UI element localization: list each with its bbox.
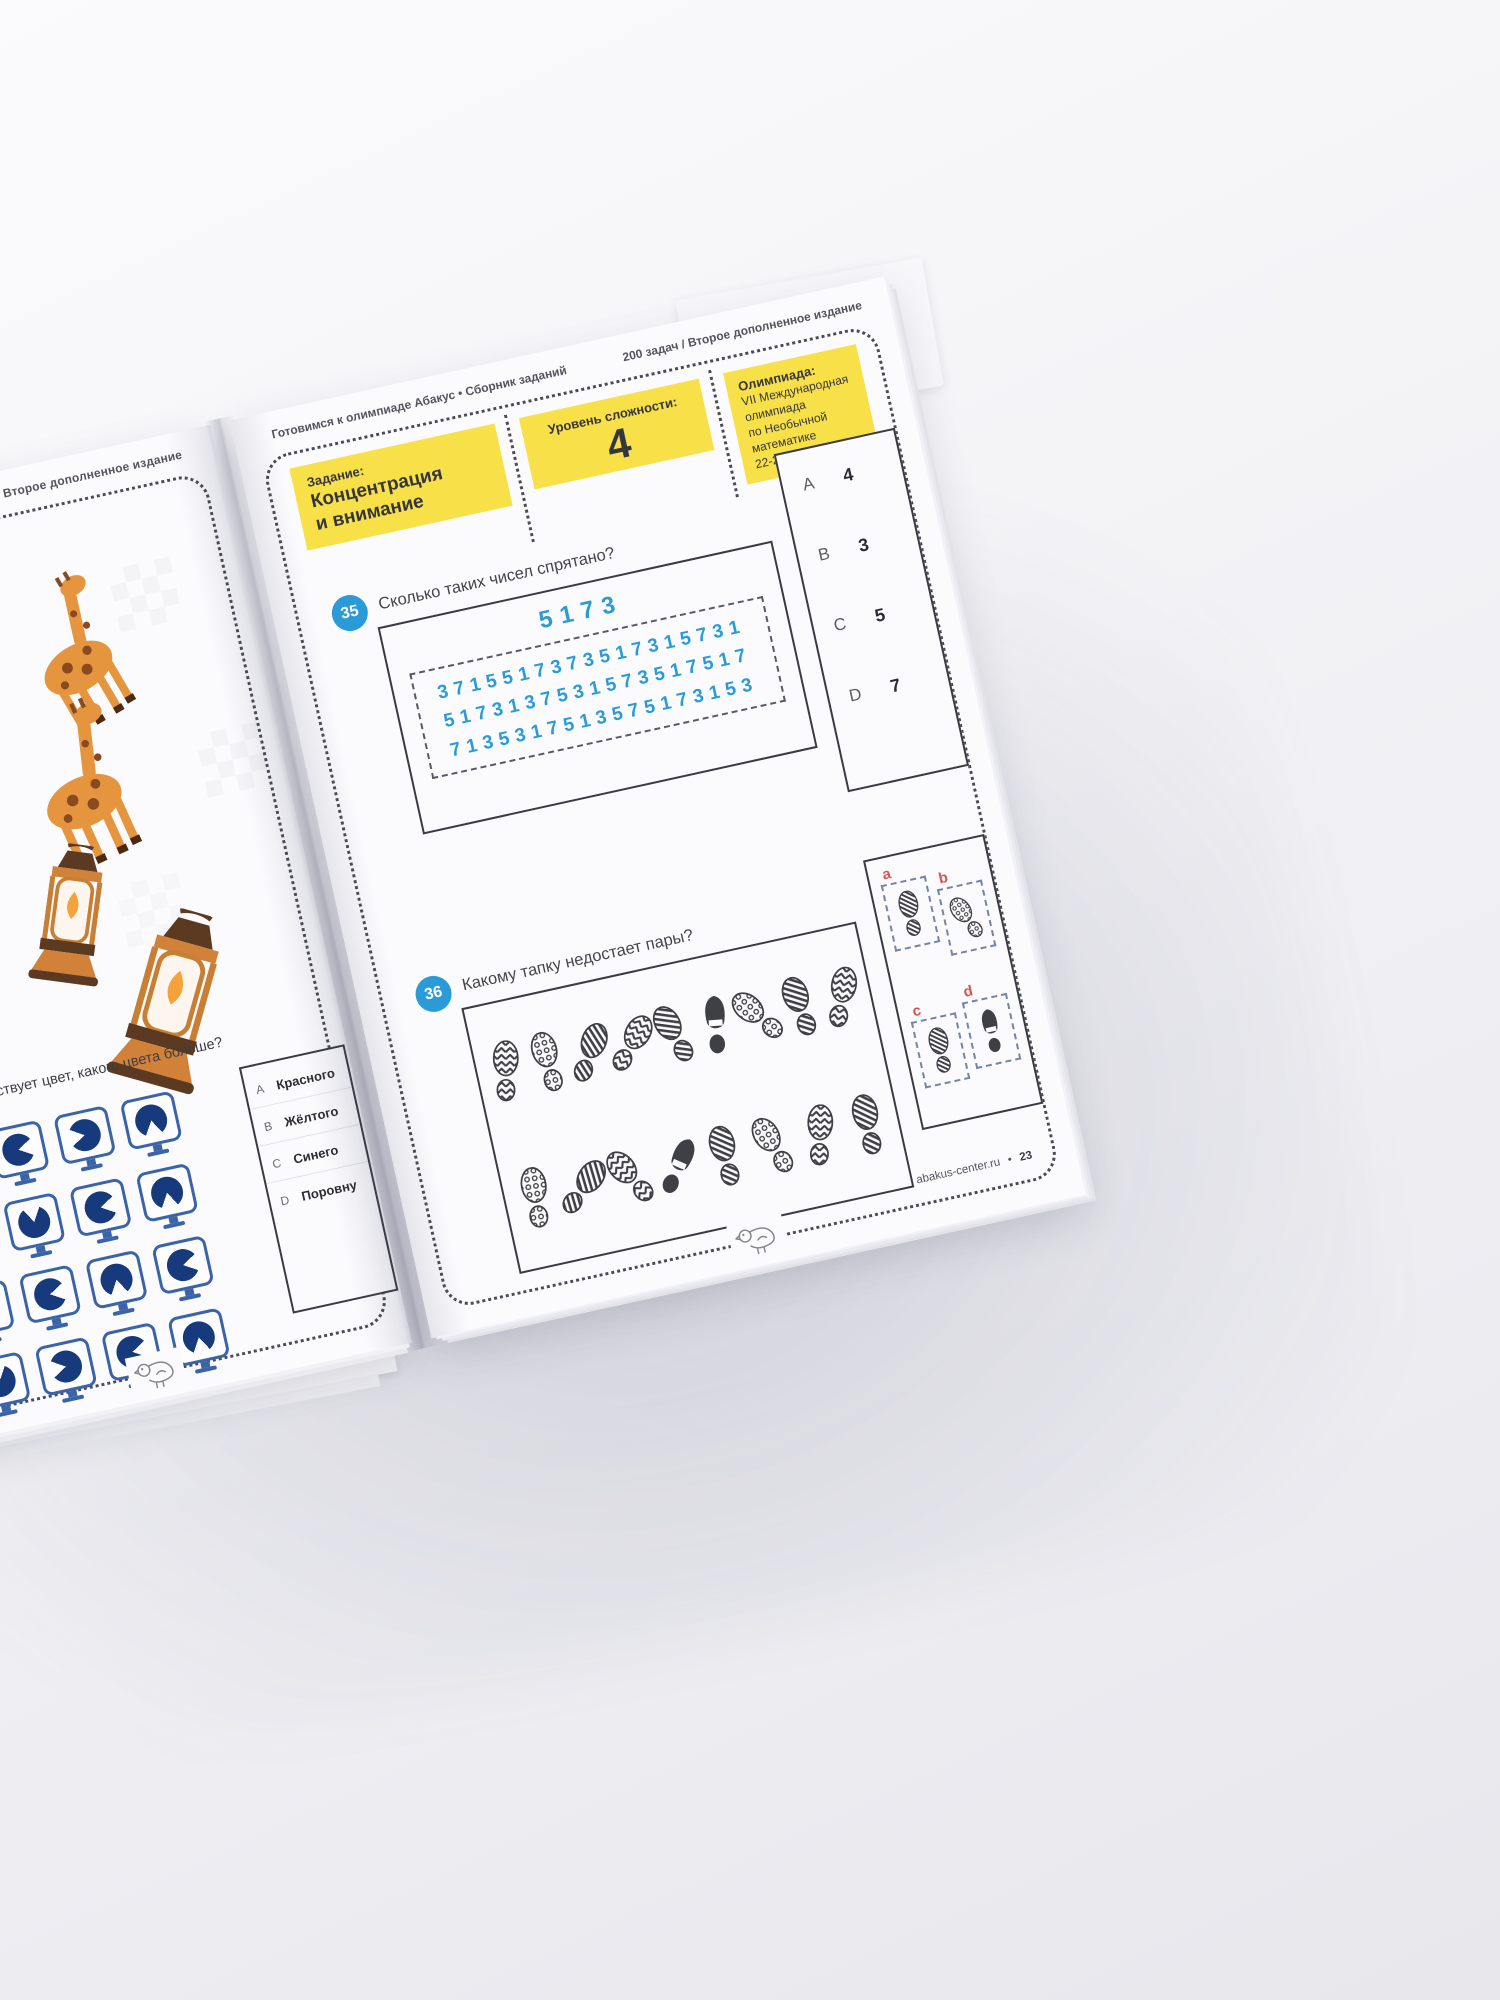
pacman-shape	[97, 1260, 136, 1299]
answer-letter: A	[254, 1081, 266, 1098]
pacman-tv-icon	[0, 1350, 33, 1421]
pacman-tv-icon	[0, 1206, 2, 1276]
footer-separator: •	[1006, 1153, 1014, 1167]
pacman-tv-icon	[53, 1104, 119, 1175]
option-dashed-frame	[961, 992, 1022, 1070]
pacman-frame	[0, 1119, 51, 1180]
pacman-shape	[65, 1116, 104, 1155]
answer-label: Синего	[291, 1142, 340, 1167]
answer-label: Красного	[274, 1065, 337, 1093]
pacman-frame	[0, 1278, 16, 1340]
pacman-shape	[0, 1130, 38, 1169]
answer-letter: A	[800, 473, 817, 495]
shoeprint-icon	[841, 1090, 893, 1159]
pacman-tv-icon	[34, 1336, 100, 1406]
pacman-stand-base	[162, 1220, 186, 1230]
pacman-frame	[84, 1249, 149, 1310]
pacman-frame	[68, 1177, 133, 1238]
pacman-stand-base	[80, 1163, 104, 1172]
answer-value: 5	[872, 604, 888, 627]
pacman-frame	[151, 1234, 215, 1296]
pacman-tv-icon	[151, 1234, 217, 1305]
pacman-shape	[81, 1188, 120, 1227]
pacman-stand-base	[0, 1336, 2, 1346]
pacman-shape	[31, 1275, 70, 1314]
shoeprint-icon	[799, 1104, 841, 1167]
pacman-stand-base	[30, 1249, 53, 1259]
answer-label: Жёлтого	[283, 1103, 340, 1130]
pacman-stand-base	[96, 1235, 119, 1244]
answer-value: 7	[888, 674, 903, 697]
pacman-stand-base	[194, 1365, 218, 1374]
answer-value: 3	[856, 534, 871, 556]
pacman-tv-icon	[2, 1191, 69, 1262]
pacman-shape	[15, 1202, 54, 1242]
answer-label: Поровну	[300, 1177, 359, 1204]
pacman-stand-base	[61, 1394, 85, 1404]
answer-row: D 7	[847, 669, 930, 707]
pacman-frame	[2, 1191, 66, 1253]
answer-letter: C	[270, 1155, 283, 1172]
option-dashed-frame	[880, 875, 941, 952]
pacman-shape	[0, 1362, 19, 1401]
answer-row: A 4	[801, 458, 884, 496]
answer-letter: D	[847, 684, 864, 706]
pacman-stand-base	[112, 1307, 135, 1317]
pacman-frame	[135, 1162, 199, 1224]
answer-row: B 3	[816, 528, 899, 566]
pacman-tv-icon	[0, 1278, 18, 1349]
answer-letter: B	[816, 543, 832, 565]
pacman-tv-icon	[135, 1162, 201, 1233]
pacman-shape	[46, 1347, 86, 1386]
pacman-stand-base	[14, 1177, 37, 1187]
pacman-tv-icon	[0, 1119, 52, 1190]
shoeprint-icon	[485, 1040, 525, 1102]
pacman-stand-base	[147, 1148, 170, 1158]
pacman-shape	[163, 1246, 203, 1285]
answer-value: 4	[841, 463, 856, 486]
pacman-tv-icon	[18, 1264, 84, 1334]
answer-row: C 5	[832, 598, 915, 636]
pacman-shape	[148, 1173, 187, 1212]
faint-checkerboard	[194, 721, 271, 798]
pacman-stand-base	[178, 1292, 202, 1302]
option-dashed-frame	[936, 879, 997, 956]
answer-letter: D	[279, 1192, 291, 1209]
shoeprint-icon	[817, 963, 867, 1031]
pacman-frame	[0, 1350, 32, 1412]
pacman-tv-icon	[68, 1177, 135, 1247]
pacman-shape	[0, 1289, 3, 1328]
pacman-stand-base	[46, 1322, 69, 1331]
pacman-frame	[53, 1104, 117, 1166]
pacman-frame	[119, 1090, 183, 1151]
pacman-shape	[179, 1318, 218, 1357]
answer-letter: B	[262, 1118, 274, 1135]
pacman-frame	[18, 1264, 82, 1325]
answer-letter: C	[831, 613, 848, 636]
pacman-tv-icon	[84, 1249, 151, 1319]
pacman-frame	[34, 1336, 98, 1397]
option-dashed-frame	[910, 1012, 971, 1089]
pacman-tv-icon	[119, 1090, 185, 1160]
pacman-shape	[132, 1101, 171, 1140]
